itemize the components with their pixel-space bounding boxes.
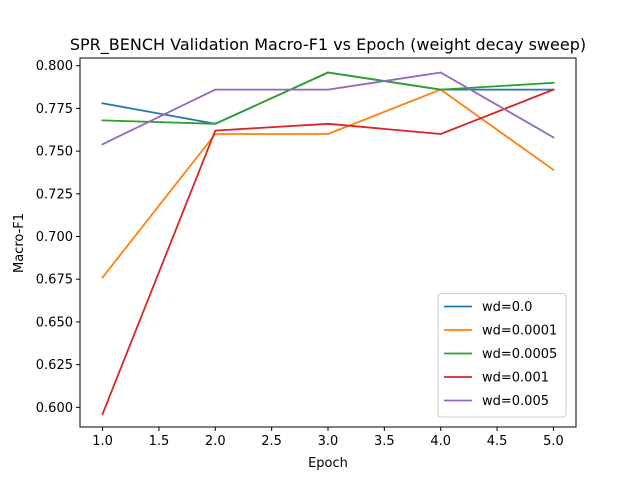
y-tick-label: 0.775 [36, 102, 73, 117]
legend-label-0: wd=0.0 [482, 300, 532, 315]
x-tick-label: 5.0 [543, 434, 564, 449]
x-tick-label: 1.0 [92, 434, 113, 449]
legend-box [437, 293, 567, 418]
y-tick-label: 0.650 [36, 315, 73, 330]
x-tick-label: 3.5 [374, 434, 395, 449]
x-tick-label: 4.5 [487, 434, 508, 449]
legend: wd=0.0 wd=0.0001 wd=0.0005 wd=0.001 wd=0.005 [437, 293, 567, 418]
series-line-4 [101, 71, 555, 146]
chart-title: SPR_BENCH Validation Macro-F1 vs Epoch (… [70, 35, 586, 55]
x-axis-label: Epoch [308, 456, 348, 471]
y-axis-label: Macro-F1 [12, 213, 27, 273]
series-line-3 [101, 88, 555, 416]
y-tick-label: 0.725 [36, 187, 73, 202]
y-tick-label: 0.625 [36, 358, 73, 373]
y-tick-label: 0.700 [36, 230, 73, 245]
x-tick-label: 2.0 [205, 434, 226, 449]
x-tick-label: 1.5 [149, 434, 170, 449]
legend-label-1: wd=0.0001 [482, 324, 557, 339]
legend-label-2: wd=0.0005 [482, 347, 557, 362]
x-tick-label: 3.0 [318, 434, 339, 449]
legend-label-3: wd=0.001 [482, 371, 549, 386]
y-tick-label: 0.600 [36, 401, 73, 416]
legend-label-4: wd=0.005 [482, 394, 549, 409]
series-line-1 [101, 88, 555, 279]
series-line-2 [101, 71, 555, 125]
y-tick-label: 0.800 [36, 59, 73, 74]
x-tick-label: 4.0 [430, 434, 451, 449]
x-tick-label: 2.5 [261, 434, 282, 449]
y-tick-label: 0.675 [36, 273, 73, 288]
y-tick-label: 0.750 [36, 145, 73, 160]
